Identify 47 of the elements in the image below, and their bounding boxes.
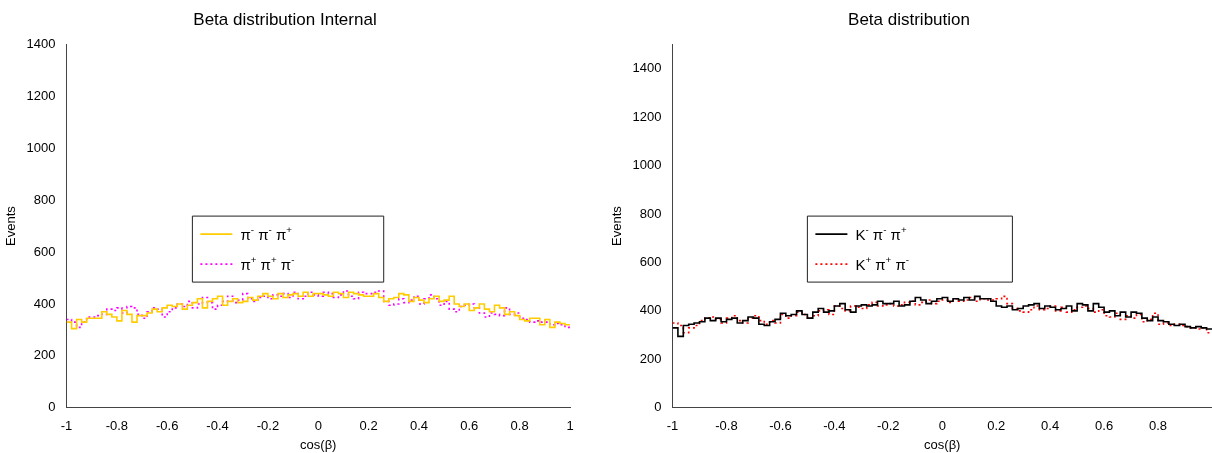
y-axis-title: Events	[609, 205, 625, 246]
x-tick-label: -1	[666, 418, 679, 434]
x-axis-title: cos(β)	[924, 436, 961, 452]
y-tick-label: 1200	[26, 87, 56, 103]
y-tick-label: 1000	[632, 157, 662, 173]
y-tick-label: 0	[654, 399, 662, 415]
x-tick-label: 0.2	[359, 418, 378, 434]
x-tick-label: -0.2	[256, 418, 280, 434]
x-tick-label: 0	[938, 418, 946, 434]
x-tick-label: 0	[314, 418, 322, 434]
y-tick-label: 1400	[26, 35, 56, 51]
x-tick-label: -1	[60, 418, 73, 434]
y-tick-label: 0	[48, 399, 56, 415]
x-axis-title: cos(β)	[300, 436, 337, 452]
y-tick-label: 200	[639, 350, 662, 366]
x-tick-label: -0.2	[877, 418, 900, 434]
x-tick-label: 0.8	[1149, 418, 1168, 434]
x-tick-label: 1	[566, 418, 574, 434]
legend-label: K- π- π+	[855, 223, 907, 244]
x-tick-label: -0.6	[156, 418, 179, 434]
chart-title: Beta distribution	[848, 9, 970, 29]
y-tick-label: 1400	[632, 60, 662, 76]
y-tick-label: 1000	[26, 139, 56, 155]
y-tick-label: 800	[33, 191, 56, 207]
y-axis-title: Events	[3, 205, 19, 246]
x-tick-label: 0.4	[1041, 418, 1060, 434]
x-tick-label: -0.4	[823, 418, 846, 434]
chart-title: Beta distribution Internal	[193, 9, 377, 29]
x-tick-label: -0.8	[715, 418, 738, 434]
x-tick-label: 0.2	[987, 418, 1006, 434]
x-tick-label: 0.6	[1095, 418, 1114, 434]
y-tick-label: 800	[639, 205, 662, 221]
x-tick-label: 0.6	[460, 418, 479, 434]
y-tick-label: 600	[639, 254, 662, 270]
y-tick-label: 600	[33, 243, 56, 259]
x-tick-label: -0.6	[769, 418, 792, 434]
legend-label: K+ π+ π-	[855, 253, 910, 274]
x-tick-label: -0.8	[105, 418, 129, 434]
y-tick-label: 400	[33, 295, 56, 311]
x-tick-label: 0.8	[510, 418, 529, 434]
legend-label: π- π- π+	[240, 223, 293, 244]
y-tick-label: 1200	[632, 108, 662, 124]
x-tick-label: -0.4	[206, 418, 229, 434]
legend-label: π+ π+ π-	[240, 253, 295, 274]
x-tick-label: 0.4	[409, 418, 428, 434]
y-tick-label: 200	[33, 347, 56, 363]
y-tick-label: 400	[639, 302, 662, 318]
